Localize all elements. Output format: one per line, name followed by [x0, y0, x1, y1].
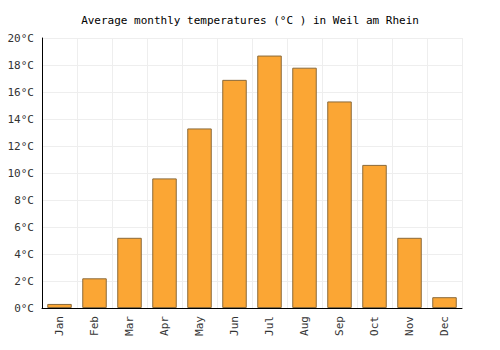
svg-text:20°C: 20°C	[8, 32, 35, 45]
svg-text:8°C: 8°C	[14, 194, 34, 207]
svg-text:Jul: Jul	[263, 316, 276, 336]
svg-text:Oct: Oct	[368, 316, 381, 336]
svg-text:Aug: Aug	[298, 316, 311, 336]
svg-text:May: May	[193, 316, 206, 336]
svg-text:4°C: 4°C	[14, 248, 34, 261]
svg-text:12°C: 12°C	[8, 140, 35, 153]
svg-text:Average monthly temperatures (: Average monthly temperatures (°C ) in We…	[81, 14, 419, 27]
svg-text:Jun: Jun	[228, 316, 241, 336]
svg-text:14°C: 14°C	[8, 113, 35, 126]
svg-text:Sep: Sep	[333, 316, 346, 336]
svg-text:Feb: Feb	[88, 316, 101, 336]
svg-text:Mar: Mar	[123, 316, 136, 336]
svg-text:Jan: Jan	[53, 316, 66, 336]
svg-text:10°C: 10°C	[8, 167, 35, 180]
svg-text:Apr: Apr	[158, 316, 171, 336]
svg-text:16°C: 16°C	[8, 86, 35, 99]
svg-text:Dec: Dec	[438, 316, 451, 336]
svg-text:2°C: 2°C	[14, 275, 34, 288]
svg-text:6°C: 6°C	[14, 221, 34, 234]
svg-text:18°C: 18°C	[8, 59, 35, 72]
svg-text:0°C: 0°C	[14, 302, 34, 315]
svg-text:Nov: Nov	[403, 316, 416, 336]
